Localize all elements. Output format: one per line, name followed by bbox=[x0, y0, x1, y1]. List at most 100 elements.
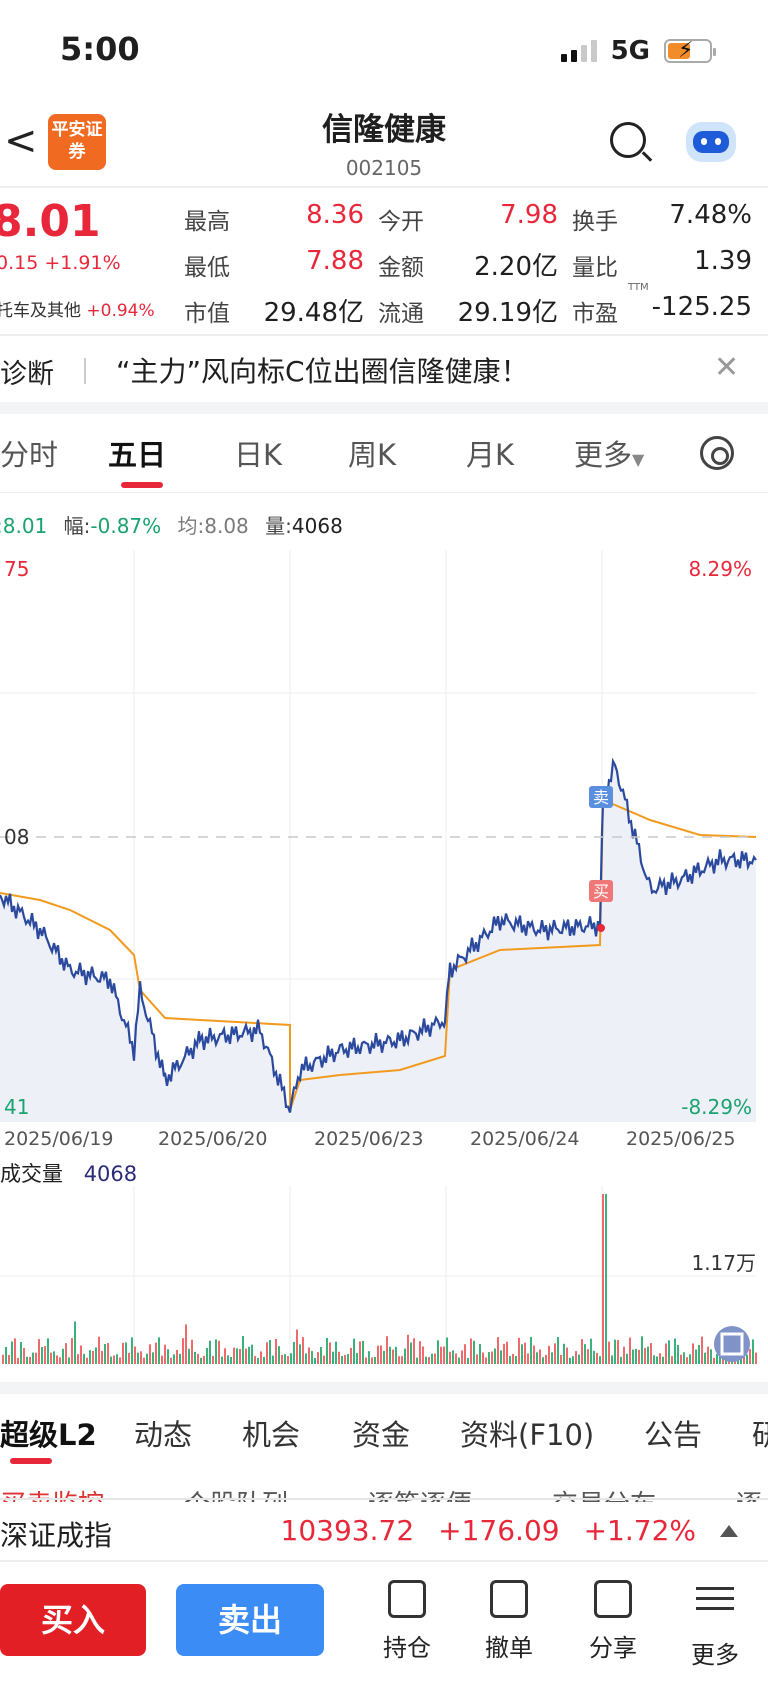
stat-low-value: 7.88 bbox=[306, 246, 364, 276]
date-label: 2025/06/20 bbox=[158, 1128, 268, 1150]
stat-amount-label: 金额 bbox=[378, 255, 424, 281]
date-label: 2025/06/23 bbox=[314, 1128, 424, 1150]
stat-mktcap-value: 29.48亿 bbox=[263, 298, 364, 328]
tab-monthly-k[interactable]: 月K bbox=[466, 438, 515, 472]
settings-icon[interactable] bbox=[700, 436, 734, 470]
volume-title: 成交量 4068 bbox=[0, 1162, 138, 1186]
pct-top-label: 8.29% bbox=[688, 557, 752, 581]
tab-super-l2[interactable]: 超级L2 bbox=[0, 1418, 97, 1452]
sell-marker[interactable]: 卖 bbox=[589, 786, 613, 808]
tab-more[interactable]: 更多▼ bbox=[574, 432, 644, 474]
current-point bbox=[597, 924, 605, 932]
legend-avg: 均:8.08 bbox=[177, 514, 249, 538]
stat-float-value: 29.19亿 bbox=[457, 298, 558, 328]
cancel-order-icon bbox=[490, 1580, 528, 1618]
stat-low-label: 最低 bbox=[184, 255, 230, 281]
stat-open-label: 今开 bbox=[378, 209, 424, 235]
tab-f10[interactable]: 资料(F10) bbox=[460, 1418, 595, 1452]
stat-pe-value: -125.25 bbox=[651, 292, 752, 322]
stat-volume-ratio-value: 1.39 bbox=[694, 246, 752, 276]
cancel-order-button[interactable]: 撤单 bbox=[464, 1580, 554, 1663]
pct-bottom-label: -8.29% bbox=[681, 1095, 752, 1119]
network-label: 5G bbox=[610, 36, 650, 66]
stat-turnover-label: 换手 bbox=[572, 209, 618, 235]
stat-mktcap-label: 市值 bbox=[184, 301, 230, 327]
index-values: 10393.72 +176.09 +1.72% bbox=[281, 1514, 738, 1547]
back-icon[interactable]: < bbox=[4, 118, 38, 164]
price-chart[interactable]: 卖 买 75 08 41 8.29% -8.29% bbox=[0, 550, 768, 1130]
holdings-icon bbox=[388, 1580, 426, 1618]
caret-down-icon: ▼ bbox=[632, 450, 645, 469]
legend-range: 幅:-0.87% bbox=[63, 514, 162, 538]
fullscreen-icon[interactable] bbox=[714, 1326, 750, 1362]
assistant-robot-icon[interactable] bbox=[686, 122, 736, 162]
stat-turnover-value: 7.48% bbox=[669, 200, 752, 230]
sell-button[interactable]: 卖出 bbox=[176, 1584, 324, 1656]
index-change: +176.09 bbox=[438, 1514, 560, 1547]
share-button[interactable]: 分享 bbox=[568, 1580, 658, 1663]
stat-high-label: 最高 bbox=[184, 209, 230, 235]
stat-pe-label: 市盈 bbox=[572, 301, 618, 327]
stat-high-value: 8.36 bbox=[306, 200, 364, 230]
stat-amount-value: 2.20亿 bbox=[474, 252, 558, 282]
date-label: 2025/06/19 bbox=[4, 1128, 114, 1150]
tab-news-dynamic[interactable]: 动态 bbox=[134, 1418, 193, 1452]
date-label: 2025/06/24 bbox=[470, 1128, 580, 1150]
date-label: 2025/06/25 bbox=[626, 1128, 736, 1150]
buy-button[interactable]: 买入 bbox=[0, 1584, 146, 1656]
current-price: 8.01 bbox=[0, 196, 101, 247]
stat-pe-ttm: TTM bbox=[628, 282, 649, 293]
more-button[interactable]: 更多 bbox=[670, 1580, 760, 1670]
stat-volume-ratio-label: 量比 bbox=[572, 255, 618, 281]
tab-five-day[interactable]: 五日 bbox=[108, 438, 167, 472]
divider bbox=[0, 1498, 768, 1500]
y-axis-mid-label: 08 bbox=[4, 825, 29, 849]
search-icon[interactable] bbox=[610, 122, 646, 158]
active-tab-indicator bbox=[121, 482, 163, 488]
sector-value: +0.94% bbox=[86, 301, 155, 321]
volume-chart[interactable]: 1.17万 bbox=[0, 1186, 768, 1366]
stat-open-value: 7.98 bbox=[500, 200, 558, 230]
tab-intraday[interactable]: 分时 bbox=[0, 438, 59, 472]
holdings-button[interactable]: 持仓 bbox=[362, 1580, 452, 1663]
price-change: 0.15 +1.91% bbox=[0, 252, 121, 274]
index-pct: +1.72% bbox=[583, 1514, 696, 1547]
volume-value: 4068 bbox=[83, 1162, 138, 1186]
index-value: 10393.72 bbox=[280, 1514, 415, 1547]
tab-weekly-k[interactable]: 周K bbox=[348, 438, 397, 472]
section-divider bbox=[0, 402, 768, 414]
divider bbox=[0, 1560, 768, 1562]
tab-daily-k[interactable]: 日K bbox=[234, 438, 283, 472]
legend-price: :8.01 bbox=[0, 514, 48, 538]
svg-text:卖: 卖 bbox=[593, 788, 609, 807]
active-tab-indicator bbox=[10, 1458, 52, 1464]
share-icon bbox=[594, 1580, 632, 1618]
close-icon[interactable]: ✕ bbox=[714, 350, 740, 385]
expand-up-icon[interactable] bbox=[720, 1524, 738, 1537]
tab-more-label: 更多 bbox=[574, 438, 633, 472]
tab-announcement[interactable]: 公告 bbox=[644, 1418, 703, 1452]
tab-opportunity[interactable]: 机会 bbox=[242, 1418, 301, 1452]
menu-icon bbox=[696, 1587, 734, 1625]
date-axis: 2025/06/19 2025/06/20 2025/06/23 2025/06… bbox=[0, 1128, 768, 1158]
index-name[interactable]: 深证成指 bbox=[0, 1519, 113, 1552]
status-icons: 5G ⚡ bbox=[560, 36, 716, 66]
sector-label: 托车及其他 bbox=[0, 301, 81, 321]
diagnosis-tag[interactable]: 诊断 bbox=[0, 359, 54, 390]
y-axis-top-label: 75 bbox=[4, 557, 29, 581]
buy-marker[interactable]: 买 bbox=[589, 880, 613, 902]
sector-change[interactable]: 托车及其他 +0.94% bbox=[0, 296, 155, 321]
volume-max-label: 1.17万 bbox=[691, 1251, 756, 1275]
separator bbox=[84, 358, 86, 384]
y-axis-bottom-label: 41 bbox=[4, 1095, 29, 1119]
section-divider bbox=[0, 1382, 768, 1394]
divider bbox=[0, 334, 768, 336]
stock-code: 002105 bbox=[345, 156, 423, 180]
stock-name: 信隆健康 bbox=[322, 112, 446, 148]
news-headline[interactable]: “主力”风向标C位出圈信隆健康！ bbox=[116, 355, 529, 388]
tab-capital[interactable]: 资金 bbox=[352, 1418, 411, 1452]
tab-research[interactable]: 研 bbox=[752, 1418, 768, 1452]
status-time: 5:00 bbox=[60, 30, 140, 68]
stat-float-label: 流通 bbox=[378, 301, 424, 327]
signal-icon bbox=[560, 40, 597, 62]
